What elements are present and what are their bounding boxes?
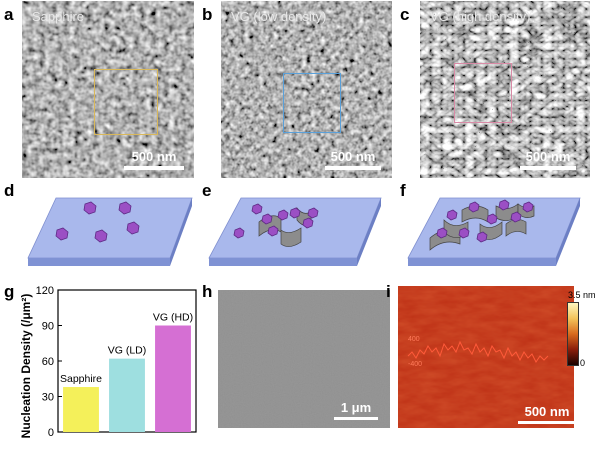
bar-0: [63, 387, 99, 432]
scale-bar: 500 nm: [325, 149, 381, 170]
bar-label: VG (LD): [108, 345, 147, 357]
scale-bar: 500 nm: [518, 404, 576, 424]
colorbar-max-label: 3.5 nm: [568, 290, 596, 300]
sem-image-sapphire: Sapphire 500 nm: [22, 1, 194, 178]
colorbar-min-label: 0: [580, 358, 586, 368]
schematic-vg-low-density: [208, 197, 382, 266]
schematic-vg-high-density: [407, 197, 581, 266]
schematic-sapphire: [27, 197, 193, 266]
scale-bar: 1 μm: [334, 400, 378, 420]
bar-label: VG (HD): [153, 312, 193, 324]
svg-text:400: 400: [408, 336, 420, 343]
panel-e-label: e: [202, 181, 212, 200]
panel-d-label: d: [4, 181, 15, 200]
sem-image-vg-high-density: VG (high density) 500 nm: [420, 1, 590, 178]
panel-c-label: c: [400, 5, 410, 24]
panel-b-label: b: [202, 5, 213, 24]
region-of-interest-box: [283, 73, 341, 133]
uniform-surface-image: 1 μm: [218, 290, 390, 428]
svg-text:-400: -400: [408, 361, 422, 368]
panel-h-label: h: [202, 282, 213, 301]
panel-g-label: g: [4, 282, 15, 301]
y-axis-label: Nucleation Density (/μm²): [19, 294, 33, 439]
y-tick-label: 0: [48, 427, 54, 439]
panel-f-label: f: [400, 181, 406, 200]
sem-image-vg-low-density: VG (low density) 500 nm: [221, 1, 392, 178]
panel-b-title: VG (low density): [231, 9, 327, 24]
y-tick-label: 90: [42, 321, 54, 333]
y-tick-label: 60: [42, 356, 54, 368]
y-tick-label: 120: [36, 285, 54, 297]
panel-i-label: i: [386, 282, 391, 301]
region-of-interest-box: [454, 63, 512, 123]
scale-bar: 500 nm: [124, 149, 184, 170]
colorbar: [567, 302, 579, 366]
afm-height-map: 400 -400: [398, 286, 574, 428]
region-of-interest-box: [94, 69, 158, 135]
scale-bar: 500 nm: [520, 149, 576, 170]
y-tick-label: 30: [42, 392, 54, 404]
panel-a-title: Sapphire: [32, 9, 85, 24]
panel-c-title: VG (high density): [430, 9, 531, 24]
height-profile-line: [407, 340, 549, 363]
bar-label: Sapphire: [60, 373, 102, 385]
bar-1: [109, 358, 145, 432]
panel-a-label: a: [4, 5, 14, 24]
nucleation-density-bar-chart: Nucleation Density (/μm²) 0 30 60 90 120 Sap…: [19, 285, 197, 439]
bar-2: [155, 325, 191, 432]
